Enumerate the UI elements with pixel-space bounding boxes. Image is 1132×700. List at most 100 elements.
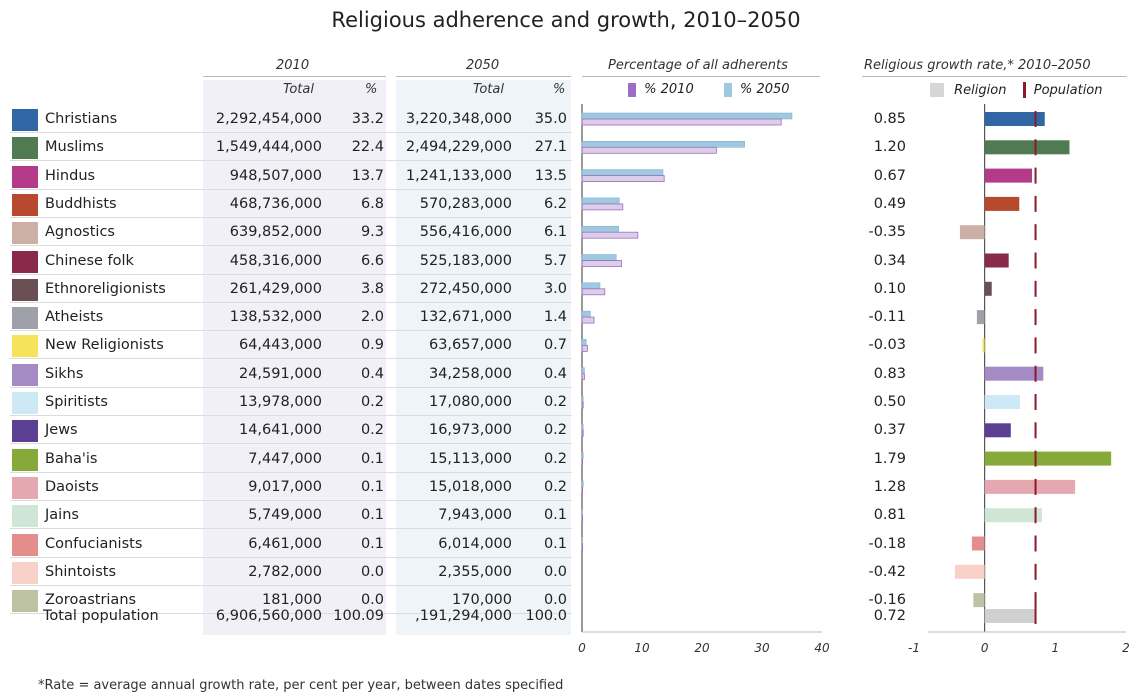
growth-legend: Religion Population — [930, 82, 1103, 98]
religion-color-swatch — [12, 250, 38, 273]
religion-name: Shintoists — [45, 563, 116, 580]
growth-rate-value: 0.49 — [873, 195, 906, 212]
table-row: Sikhs 24,591,000 0.4 34,258,000 0.4 0.83 — [0, 362, 1132, 390]
header-growth-title: Religious growth rate,* 2010–2050 — [864, 58, 1091, 73]
header-2050: 2050 — [466, 58, 500, 73]
pct-2050: 3.0 — [543, 280, 567, 297]
footnote: *Rate = average annual growth rate, per … — [38, 678, 564, 693]
legend-label-2050: % 2050 — [740, 82, 790, 97]
pct-2050: 0.0 — [543, 592, 567, 609]
pct-2050: 6.1 — [543, 224, 567, 241]
growth-rate-value: -0.35 — [868, 224, 906, 241]
table-row: Atheists 138,532,000 2.0 132,671,000 1.4 -0.1… — [0, 305, 1132, 333]
row-separator — [10, 415, 572, 416]
total-2050: 3,220,348,000 — [405, 111, 512, 127]
religion-color-swatch — [12, 109, 38, 131]
header-2050-total: Total — [473, 82, 504, 97]
religion-name: Ethnoreligionists — [45, 280, 166, 297]
growth-tick-label: -1 — [908, 641, 920, 655]
pct-2010: 0.1 — [360, 478, 384, 495]
growth-rate-value: 0.50 — [873, 394, 906, 410]
bar-pct-2050 — [581, 254, 617, 261]
bar-growth-rate — [984, 395, 1020, 409]
table-row: Shintoists 2,782,000 0.0 2,355,000 0.0 -0.42 — [0, 560, 1132, 588]
pct-2010: 0.1 — [360, 450, 384, 467]
pct-2010: 22.4 — [351, 139, 384, 156]
religion-name: Hindus — [45, 167, 96, 184]
pct-2050: 0.4 — [543, 365, 567, 382]
percentage-tick-label: 40 — [814, 641, 830, 655]
legend-label-2010: % 2010 — [644, 82, 694, 97]
row-separator — [10, 499, 572, 501]
chart-title: Religious adherence and growth, 2010–205… — [331, 8, 801, 32]
total-2010: 1,549,444,000 — [215, 139, 322, 156]
bar-pct-2010 — [581, 401, 584, 409]
religion-name: Christians — [45, 111, 118, 127]
bar-growth-rate — [984, 508, 1042, 523]
total-2010: 948,507,000 — [229, 167, 322, 184]
bar-pct-2010 — [581, 486, 584, 494]
pct-2050: 0.2 — [543, 478, 567, 495]
row-separator — [10, 556, 572, 558]
growth-rate-value: -0.42 — [868, 563, 906, 580]
pct-2050: 5.7 — [543, 252, 567, 269]
row-separator — [10, 528, 572, 530]
total-2050: 556,416,000 — [419, 224, 512, 241]
bar-pct-2010 — [581, 429, 584, 437]
pct-2050: 0.2 — [543, 394, 567, 410]
pct-2050: 13.5 — [534, 167, 567, 184]
row-separator — [10, 358, 572, 360]
pct-2010: 0.1 — [360, 535, 384, 552]
bar-pct-2010 — [581, 458, 584, 466]
bar-pct-2050 — [581, 282, 601, 290]
pct-2010: 2.0 — [360, 309, 384, 326]
bar-growth-rate — [984, 423, 1011, 438]
percentage-tick-label: 20 — [694, 641, 710, 655]
table-row: Buddhists 468,736,000 6.8 570,283,000 6.2 0.4… — [0, 192, 1132, 220]
total-2050: 6,014,000 — [438, 535, 512, 552]
bar-pct-2050 — [581, 480, 584, 488]
legend-swatch-population — [1022, 82, 1026, 98]
bar-pct-2010 — [581, 118, 782, 126]
table-row: New Religionists 64,443,000 0.9 63,657,000 0… — [0, 333, 1132, 361]
total-2010: 639,852,000 — [229, 224, 322, 241]
religion-name: Total population — [43, 608, 159, 624]
growth-rate-value: 0.37 — [873, 422, 906, 439]
bar-pct-2010 — [581, 260, 622, 267]
bar-growth-rate — [982, 338, 985, 353]
row-separator — [10, 188, 572, 190]
growth-rate-value: -0.16 — [868, 592, 906, 609]
total-2010: 468,736,000 — [229, 195, 322, 212]
total-2050: 63,657,000 — [428, 337, 512, 354]
bar-growth-rate — [973, 593, 985, 608]
pct-2010: 13.7 — [351, 167, 384, 184]
total-2010: 2,782,000 — [248, 563, 322, 580]
bar-growth-rate — [984, 253, 1009, 268]
total-2010: 6,906,560,000 — [215, 608, 322, 624]
total-2010: 64,443,000 — [238, 337, 322, 354]
row-separator — [10, 160, 572, 162]
total-2050: 2,494,229,000 — [405, 139, 512, 156]
growth-tick-label: 0 — [981, 641, 989, 655]
legend-label-religion: Religion — [954, 82, 1007, 98]
total-row: Total population 6,906,560,000 100.09 ,191,… — [0, 604, 1132, 632]
table-row: Christians 2,292,454,000 33.2 3,220,348,000… — [0, 107, 1132, 135]
total-2050: 570,283,000 — [419, 195, 512, 212]
total-2010: 7,447,000 — [248, 450, 322, 467]
growth-rate-value: 0.10 — [873, 280, 906, 297]
pct-2050: 35.0 — [534, 111, 567, 127]
growth-rate-value: 0.67 — [873, 167, 906, 184]
total-2050: 170,000 — [452, 592, 512, 609]
growth-rate-value: 0.85 — [873, 111, 906, 127]
religion-color-swatch — [12, 448, 38, 471]
religion-name: Daoists — [45, 478, 99, 495]
percentage-legend: % 2010 % 2050 — [628, 82, 790, 97]
header-2050-pct: % — [553, 82, 566, 97]
total-2010: 9,017,000 — [248, 478, 322, 495]
table-row: Agnostics 639,852,000 9.3 556,416,000 6.1 -0.… — [0, 220, 1132, 248]
legend-swatch-2010 — [628, 82, 636, 97]
bar-pct-2010 — [581, 288, 606, 296]
bar-pct-2050 — [581, 367, 585, 374]
religion-name: Chinese folk — [45, 252, 134, 269]
pct-2050: 0.7 — [543, 337, 567, 354]
